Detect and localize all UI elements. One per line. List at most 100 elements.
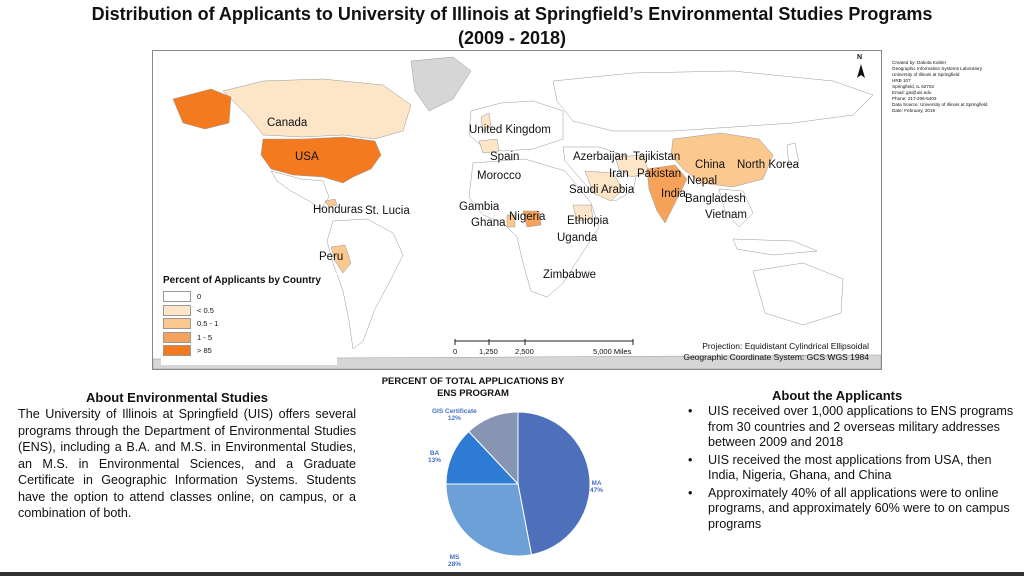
scale-tick-0: 0: [453, 347, 458, 356]
pie-label-ma-pct: 47%: [590, 487, 604, 494]
land-iran: [614, 154, 650, 178]
legend-row-0: 0: [161, 290, 337, 304]
land-usa: [260, 136, 382, 184]
label-pakistan: Pakistan: [637, 168, 682, 180]
projection-note: Projection: Equidistant Cylindrical Elli…: [683, 341, 869, 363]
land-honduras: [324, 198, 338, 208]
credit-line: Geographic Information Systems Laborator…: [892, 66, 983, 71]
pie-chart-svg: [445, 411, 591, 557]
pie-label-ba: BA 13%: [428, 450, 441, 464]
label-st-lucia: St. Lucia: [365, 205, 410, 217]
legend-swatch-0: [163, 291, 191, 303]
credit-line: HRB 107: [892, 78, 911, 83]
pie-label-ma: MA 47%: [590, 480, 603, 494]
credit-line: Data Source: University of Illinois at S…: [892, 102, 988, 107]
pie-label-gis: GIS Certificate 12%: [432, 408, 477, 422]
land-india: [646, 164, 688, 224]
land-spain: [478, 138, 500, 154]
scale-tick-1250: 1,250: [479, 347, 498, 356]
pie-label-ms-pct: 28%: [448, 561, 462, 568]
land-peru: [330, 244, 352, 274]
label-uk: United Kingdom: [469, 124, 551, 136]
legend-row-1-5: 1 - 5: [161, 331, 337, 345]
legend-title: Percent of Applicants by Country: [163, 275, 321, 286]
pie-label-ba-name: BA: [429, 450, 440, 457]
projection-line-2: Geographic Coordinate System: GCS WGS 19…: [683, 352, 869, 362]
pie-slice-ma: [517, 411, 591, 556]
label-canada: Canada: [267, 117, 308, 129]
legend-row-05-1: 0.5 - 1: [161, 317, 337, 331]
land-south-america: [326, 218, 404, 350]
label-vietnam: Vietnam: [705, 209, 747, 221]
legend-swatch-1-5: [163, 331, 191, 343]
pie-chart: GIS Certificate 12% BA 13% MA 47% MS 28%: [400, 398, 630, 568]
scale-tick-2500: 2,500: [515, 347, 534, 356]
land-se-asia: [718, 188, 754, 228]
credits-block: Created by: Dakota Kobler Geographic Inf…: [892, 60, 1020, 114]
land-mexico: [270, 170, 330, 210]
label-tajikistan: Tajikistan: [633, 151, 681, 163]
credit-line: Springfield, IL 62703: [892, 84, 934, 89]
about-ens-text: The University of Illinois at Springfiel…: [18, 407, 356, 520]
label-azerbaijan: Azerbaijan: [573, 151, 628, 163]
pie-label-ms-name: MS: [449, 554, 460, 561]
land-canada: [222, 78, 412, 140]
credit-line: Created by: Dakota Kobler: [892, 60, 947, 65]
scale-bar: 0 1,250 2,500 5,000 Miles: [453, 339, 643, 365]
legend-label-lt05: < 0.5: [197, 305, 214, 315]
legend-label-gt85: > 85: [197, 346, 212, 356]
label-morocco: Morocco: [477, 170, 522, 182]
pie-slice-ba: [445, 430, 520, 485]
land-alaska: [172, 88, 232, 130]
pie-label-gis-name: GIS Certificate: [432, 408, 477, 415]
scale-tick-5000: 5,000 Miles: [593, 347, 632, 356]
about-ens-title: About Environmental Studies: [86, 390, 269, 405]
land-greenland: [410, 56, 472, 112]
land-australia: [752, 262, 844, 326]
label-nigeria: Nigeria: [509, 211, 546, 223]
label-iran: Iran: [609, 168, 629, 180]
legend-row-gt85: > 85: [161, 344, 337, 358]
land-europe: [468, 100, 564, 152]
map-legend: Percent of Applicants by Country 0 < 0.5…: [161, 273, 337, 365]
legend-swatch-gt85: [163, 345, 191, 357]
label-peru: Peru: [319, 251, 344, 263]
projection-line-1: Projection: Equidistant Cylindrical Elli…: [702, 341, 869, 351]
north-label: N: [857, 54, 863, 61]
credit-line: University of Illinois at Springfield: [892, 72, 960, 77]
about-applicants-title: About the Applicants: [772, 388, 903, 403]
label-gambia: Gambia: [459, 201, 500, 213]
label-uganda: Uganda: [557, 232, 598, 244]
land-saudi-arabia: [584, 170, 624, 202]
label-saudi-arabia: Saudi Arabia: [569, 184, 635, 196]
label-ghana: Ghana: [471, 217, 506, 229]
credit-line: Phone: 217-206-5403: [892, 96, 937, 101]
label-bangladesh: Bangladesh: [685, 193, 746, 205]
pie-label-ms: MS 28%: [448, 554, 461, 568]
pie-slice-gis-certificate: [468, 411, 519, 486]
label-zimbabwe: Zimbabwe: [543, 269, 597, 281]
label-ethiopia: Ethiopia: [567, 215, 609, 227]
legend-label-05-1: 0.5 - 1: [197, 319, 219, 329]
legend-swatch-05-1: [163, 318, 191, 330]
legend-row-lt05: < 0.5: [161, 304, 337, 318]
label-spain: Spain: [490, 151, 520, 163]
label-china: China: [695, 159, 726, 171]
pie-slice-ms: [445, 483, 533, 557]
land-ethiopia: [572, 204, 594, 222]
poster-title: Distribution of Applicants to University…: [91, 4, 933, 24]
north-arrow-icon: N: [852, 54, 870, 82]
land-nigeria: [522, 210, 542, 228]
pie-chart-title: PERCENT OF TOTAL APPLICATIONS BY ENS PRO…: [381, 376, 565, 399]
label-nepal: Nepal: [687, 175, 718, 187]
credit-line: Email: gis@uis.edu: [892, 90, 932, 95]
pie-label-ba-pct: 13%: [428, 457, 442, 464]
credit-line: Date: February, 2019: [892, 108, 936, 113]
poster-subtitle-years: (2009 - 2018): [457, 28, 567, 48]
land-uk: [480, 112, 492, 132]
pie-label-gis-pct: 12%: [447, 415, 461, 422]
land-africa: [468, 158, 600, 298]
land-ghana: [506, 214, 516, 228]
label-india: India: [661, 188, 686, 200]
legend-label-1-5: 1 - 5: [197, 332, 213, 342]
